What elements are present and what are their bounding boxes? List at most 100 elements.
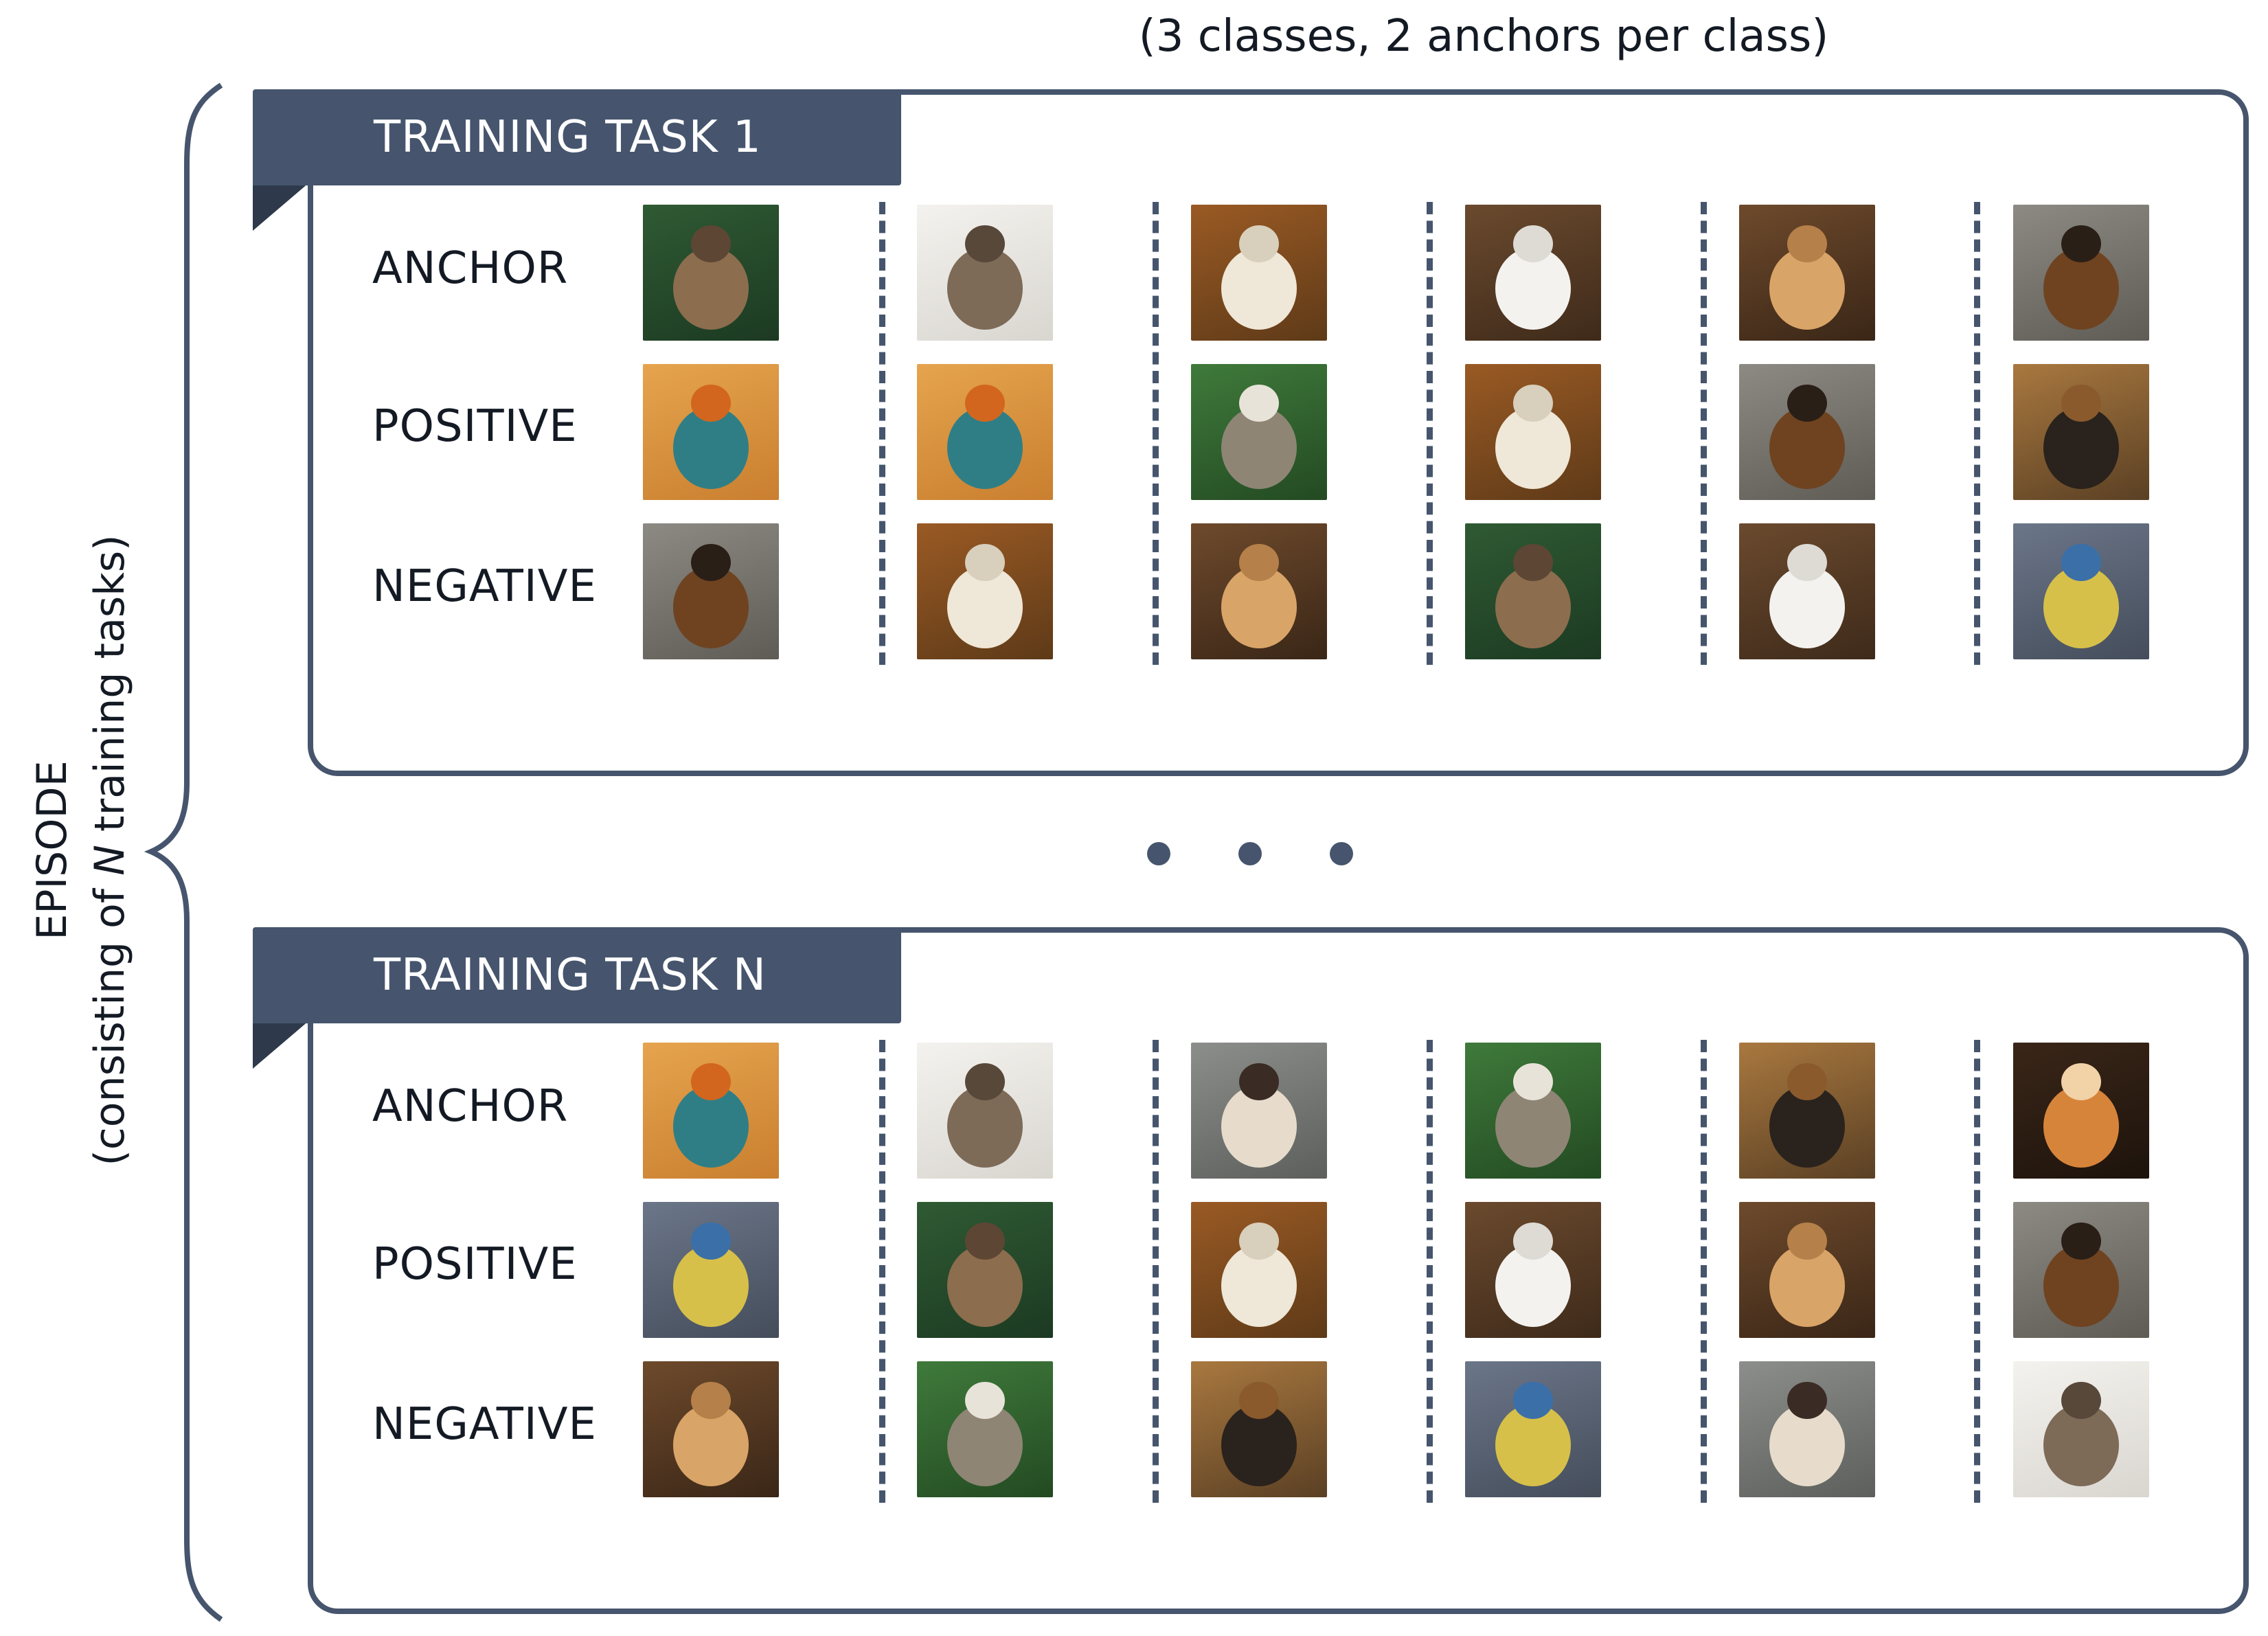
white-cat-autumn-photo bbox=[917, 523, 1053, 659]
task-title-tab: TRAINING TASK 1 bbox=[253, 89, 901, 185]
column-separator bbox=[1153, 1040, 1159, 1503]
german-shepherd-photo bbox=[643, 523, 779, 659]
column-separator bbox=[879, 1040, 885, 1503]
tabby-cat-photo bbox=[917, 1361, 1053, 1497]
subject-head bbox=[965, 1223, 1005, 1260]
subject-head bbox=[965, 385, 1005, 422]
subject-head bbox=[1787, 225, 1827, 262]
tab-fold bbox=[253, 1021, 309, 1069]
subject-head bbox=[1239, 385, 1279, 422]
subject-head bbox=[2061, 544, 2101, 581]
subject-head bbox=[691, 225, 731, 262]
subject-head bbox=[1787, 385, 1827, 422]
column-separator bbox=[1974, 202, 1980, 665]
episode-title: EPISODE bbox=[28, 760, 76, 940]
subject-head bbox=[691, 1382, 731, 1419]
sparrow-photo bbox=[917, 1202, 1053, 1338]
subject-head bbox=[965, 225, 1005, 262]
kingfisher-photo bbox=[643, 1043, 779, 1179]
subject-head bbox=[1239, 1063, 1279, 1100]
tabby-cat-photo bbox=[1465, 1043, 1601, 1179]
subject-head bbox=[1513, 544, 1553, 581]
blue-tit-photo bbox=[643, 1202, 779, 1338]
column-separator bbox=[879, 202, 885, 665]
column-separator bbox=[1701, 202, 1707, 665]
siamese-cat-photo bbox=[1739, 1361, 1875, 1497]
column-separator bbox=[1427, 1040, 1433, 1503]
subject-head bbox=[1787, 1063, 1827, 1100]
column-separator bbox=[1153, 202, 1159, 665]
subject-head bbox=[691, 385, 731, 422]
wren-photo bbox=[2013, 1361, 2149, 1497]
row-label-anchor: ANCHOR bbox=[372, 1081, 569, 1132]
golden-retriever-photo bbox=[1739, 205, 1875, 341]
tab-fold bbox=[253, 183, 309, 231]
row-label-negative: NEGATIVE bbox=[372, 561, 597, 612]
white-cat-autumn-photo bbox=[1191, 205, 1327, 341]
subject-head bbox=[965, 544, 1005, 581]
white-cat-autumn-photo bbox=[1191, 1202, 1327, 1338]
kingfisher-photo bbox=[917, 364, 1053, 500]
wren-photo bbox=[917, 1043, 1053, 1179]
golden-retriever-photo bbox=[1739, 1202, 1875, 1338]
subject-head bbox=[2061, 1382, 2101, 1419]
row-label-negative: NEGATIVE bbox=[372, 1399, 597, 1450]
subject-head bbox=[965, 1063, 1005, 1100]
subject-head bbox=[1787, 1223, 1827, 1260]
rottweiler-photo bbox=[1739, 1043, 1875, 1179]
sparrow-photo bbox=[643, 205, 779, 341]
tabby-cat-photo bbox=[1191, 364, 1327, 500]
golden-retriever-photo bbox=[1191, 523, 1327, 659]
row-label-positive: POSITIVE bbox=[372, 401, 578, 452]
subject-head bbox=[2061, 1223, 2101, 1260]
subject-head bbox=[1239, 225, 1279, 262]
subject-head bbox=[691, 1063, 731, 1100]
subject-head bbox=[1239, 1382, 1279, 1419]
ellipsis-dot bbox=[1147, 842, 1170, 865]
subject-head bbox=[1513, 1063, 1553, 1100]
subject-head bbox=[1513, 1382, 1553, 1419]
german-shepherd-photo bbox=[2013, 205, 2149, 341]
subject-head bbox=[1513, 385, 1553, 422]
row-label-anchor: ANCHOR bbox=[372, 243, 569, 294]
column-separator bbox=[1974, 1040, 1980, 1503]
subject-head bbox=[1787, 1382, 1827, 1419]
german-shepherd-photo bbox=[2013, 1202, 2149, 1338]
white-cat-leaves-photo bbox=[1465, 205, 1601, 341]
row-label-positive: POSITIVE bbox=[372, 1239, 578, 1290]
ellipsis-dot bbox=[1330, 842, 1353, 865]
subject-head bbox=[1513, 225, 1553, 262]
golden-retriever-photo bbox=[643, 1361, 779, 1497]
wren-photo bbox=[917, 205, 1053, 341]
white-cat-autumn-photo bbox=[1465, 364, 1601, 500]
subject-head bbox=[691, 1223, 731, 1260]
subject-head bbox=[691, 544, 731, 581]
subject-head bbox=[1239, 1223, 1279, 1260]
diagram-caption: (3 classes, 2 anchors per class) bbox=[0, 11, 2268, 62]
shiba-inu-photo bbox=[2013, 1043, 2149, 1179]
white-cat-leaves-photo bbox=[1739, 523, 1875, 659]
blue-tit-photo bbox=[1465, 1361, 1601, 1497]
rottweiler-photo bbox=[1191, 1361, 1327, 1497]
siamese-cat-photo bbox=[1191, 1043, 1327, 1179]
blue-tit-photo bbox=[2013, 523, 2149, 659]
task-title-tab: TRAINING TASK N bbox=[253, 927, 901, 1023]
column-separator bbox=[1427, 202, 1433, 665]
white-cat-leaves-photo bbox=[1465, 1202, 1601, 1338]
rottweiler-photo bbox=[2013, 364, 2149, 500]
column-separator bbox=[1701, 1040, 1707, 1503]
subject-head bbox=[1513, 1223, 1553, 1260]
task-title: TRAINING TASK 1 bbox=[374, 112, 762, 163]
caption-text: (3 classes, 2 anchors per class) bbox=[1138, 11, 1829, 62]
subject-head bbox=[1787, 544, 1827, 581]
subject-head bbox=[2061, 1063, 2101, 1100]
task-title: TRAINING TASK N bbox=[374, 950, 767, 1001]
subject-head bbox=[965, 1382, 1005, 1419]
kingfisher-photo bbox=[643, 364, 779, 500]
subject-head bbox=[2061, 225, 2101, 262]
subject-head bbox=[2061, 385, 2101, 422]
german-shepherd-photo bbox=[1739, 364, 1875, 500]
ellipsis-dot bbox=[1238, 842, 1262, 865]
sparrow-photo bbox=[1465, 523, 1601, 659]
